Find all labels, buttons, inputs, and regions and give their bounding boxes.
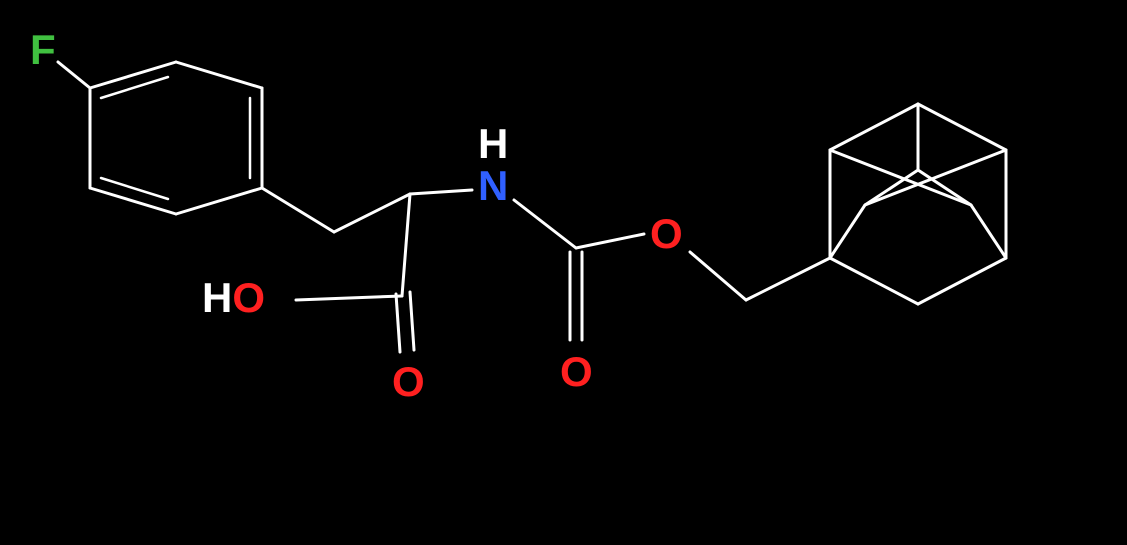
bond-ring-F: [58, 62, 90, 88]
bond-acid-OH: [296, 296, 402, 300]
bond-calpha-acid: [402, 194, 410, 296]
ester-oxygen: O: [650, 210, 683, 257]
bond-carbamate-Oester: [576, 234, 644, 248]
adamantane-cage: [830, 104, 1006, 304]
bond-ring-ch2: [262, 188, 334, 232]
acid-double-bond-O: [396, 292, 414, 352]
bond-Oester-ch2: [690, 252, 746, 300]
amine-hydrogen: H: [478, 120, 508, 167]
bond-ch2-calpha: [334, 194, 410, 232]
hydroxyl-group: HO: [202, 274, 265, 321]
molecule-canvas: F N H O O: [0, 0, 1127, 545]
bond-ch2-adamantane: [746, 258, 830, 300]
bond-N-carbamate: [514, 200, 576, 248]
carbamate-double-bond-O: [570, 252, 582, 340]
carbamate-carbonyl-oxygen: O: [560, 348, 593, 395]
bond-calpha-N: [410, 190, 472, 194]
amine-nitrogen: N: [478, 162, 508, 209]
acid-carbonyl-oxygen: O: [392, 358, 425, 405]
fluorine-atom: F: [30, 26, 56, 73]
fluorophenyl-ring: [90, 62, 262, 214]
